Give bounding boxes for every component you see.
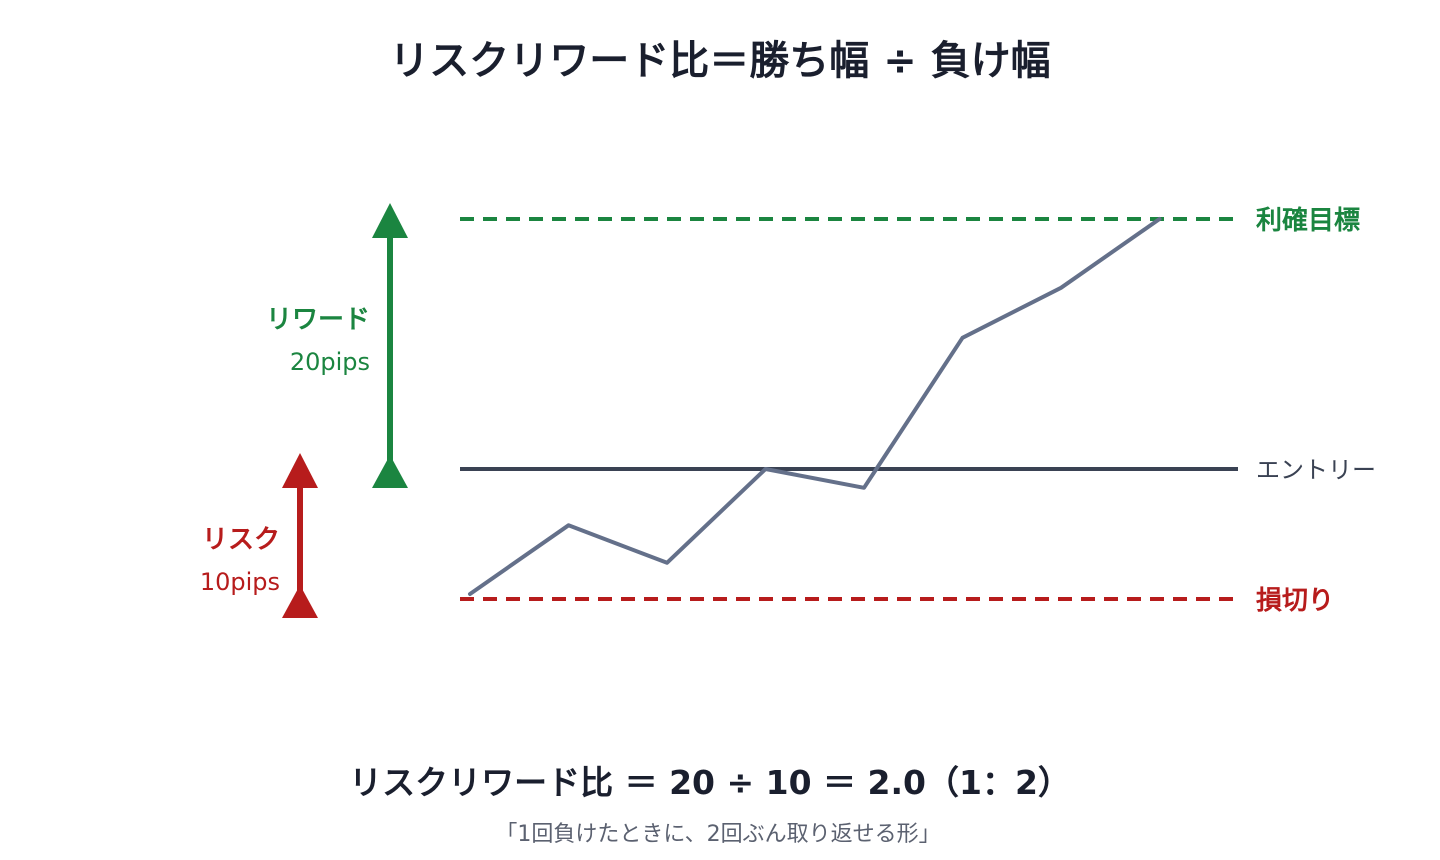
risk-label: リスク bbox=[202, 525, 280, 555]
caption-text: 「1回負けたときに、2回ぶん取り返せる形」 bbox=[495, 822, 940, 847]
risk-arrow-head-up bbox=[282, 453, 318, 488]
stop-loss-label: 損切り bbox=[1256, 586, 1334, 616]
reward-label: リワード bbox=[266, 305, 370, 335]
price-path-line bbox=[468, 217, 1162, 596]
take-profit-label: 利確目標 bbox=[1256, 205, 1360, 236]
risk-arrow-head-base bbox=[282, 585, 318, 618]
reward-value: 20pips bbox=[290, 348, 370, 376]
reward-arrow-head-base bbox=[372, 455, 408, 488]
risk-value: 10pips bbox=[200, 568, 280, 596]
diagram-title: リスクリワード比＝勝ち幅 ÷ 負け幅 bbox=[389, 38, 1050, 84]
reward-arrow bbox=[372, 203, 408, 488]
reward-arrow-head-up bbox=[372, 203, 408, 238]
entry-label: エントリー bbox=[1256, 456, 1376, 484]
formula-text: リスクリワード比 ＝ 20 ÷ 10 ＝ 2.0（1：2） bbox=[349, 763, 1071, 802]
risk-arrow bbox=[282, 453, 318, 618]
